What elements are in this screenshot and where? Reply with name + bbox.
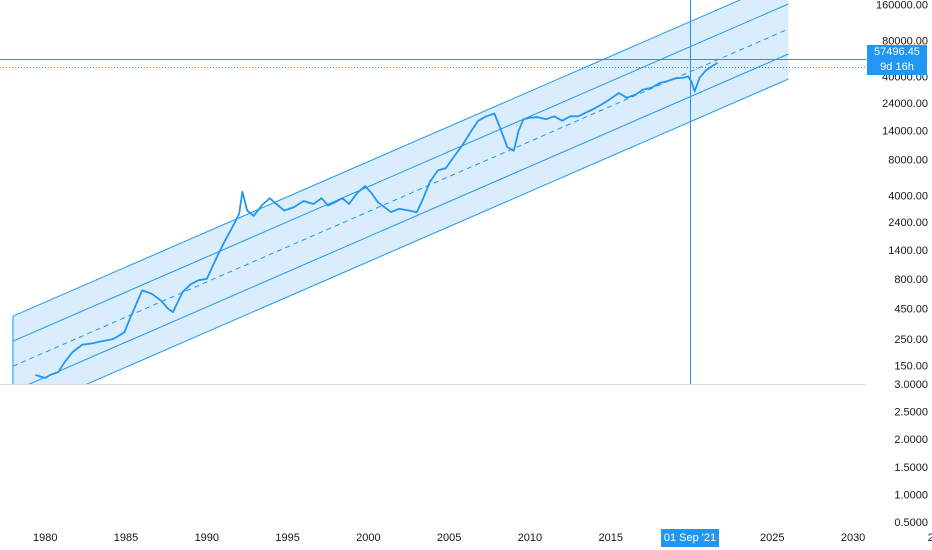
channel-line-1[interactable] xyxy=(13,78,789,416)
channel-band xyxy=(12,0,789,384)
channel-line-4[interactable] xyxy=(12,0,789,317)
crosshair-price-label: 57496.45 xyxy=(867,45,927,60)
time-tick-label: 1995 xyxy=(275,532,299,544)
time-tick-label: 1990 xyxy=(195,532,219,544)
channel-line-3[interactable] xyxy=(12,3,789,342)
indicator-tick-label: 2.0000 xyxy=(894,434,928,446)
price-tick-label: 8000.00 xyxy=(888,155,928,167)
price-tick-label: 4000.00 xyxy=(888,191,928,203)
channel-midline[interactable] xyxy=(12,28,789,367)
bar-countdown-label: 9d 16h xyxy=(867,60,927,75)
price-tick-label: 150.00 xyxy=(894,361,928,373)
indicator-tick-label: 1.5000 xyxy=(894,462,928,474)
price-tick-label: 1400.00 xyxy=(888,245,928,257)
price-tick-label: 80000.00 xyxy=(882,36,928,48)
indicator-tick-label: 2.5000 xyxy=(894,407,928,419)
price-series-line[interactable] xyxy=(35,62,718,379)
price-tick-label: 14000.00 xyxy=(882,126,928,138)
time-tick-label: 2010 xyxy=(518,532,542,544)
indicator-tick-label: 0.5000 xyxy=(894,517,928,529)
time-tick-label: 1980 xyxy=(33,532,57,544)
indicator-tick-label: 3.0000 xyxy=(894,379,928,391)
time-tick-label: 2000 xyxy=(356,532,380,544)
price-tick-label: 2400.00 xyxy=(888,217,928,229)
time-tick-label: 2015 xyxy=(598,532,622,544)
time-tick-label: 2005 xyxy=(437,532,461,544)
indicator-tick-label: 1.0000 xyxy=(894,489,928,501)
crosshair-date-label: 01 Sep '21 xyxy=(661,529,719,547)
time-tick-label: 20 xyxy=(928,532,932,544)
price-axis[interactable]: 160000.0080000.0040000.0024000.0014000.0… xyxy=(876,0,928,373)
time-tick-label: 2030 xyxy=(841,532,865,544)
time-tick-label: 2025 xyxy=(760,532,784,544)
price-tick-label: 800.00 xyxy=(894,274,928,286)
price-tick-label: 160000.00 xyxy=(876,0,928,12)
time-tick-label: 1985 xyxy=(114,532,138,544)
price-tick-label: 450.00 xyxy=(894,304,928,316)
price-tick-label: 250.00 xyxy=(894,334,928,346)
price-tick-label: 24000.00 xyxy=(882,98,928,110)
indicator-axis[interactable]: 3.0000 2.5000 2.0000 1.5000 1.0000 0.5000 xyxy=(894,379,928,529)
channel-line-2[interactable] xyxy=(13,53,789,391)
time-axis[interactable]: 1980198519901995200020052010201520202025… xyxy=(33,532,932,544)
